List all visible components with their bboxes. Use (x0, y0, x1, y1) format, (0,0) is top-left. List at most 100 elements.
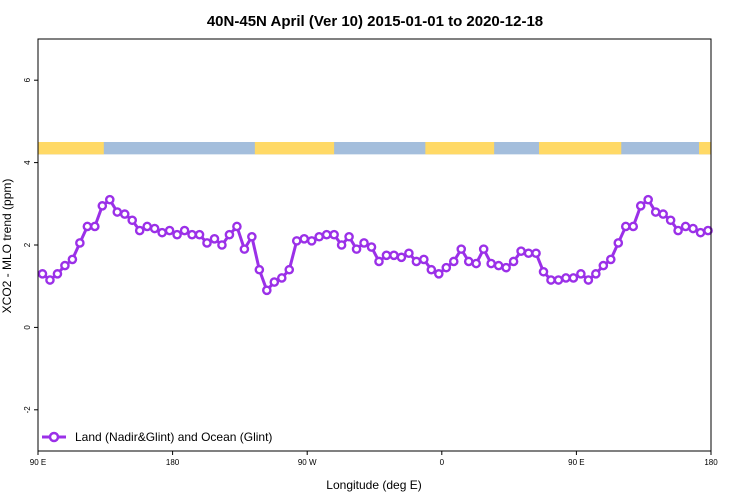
data-point (127, 215, 138, 226)
data-point (456, 244, 467, 254)
data-point (149, 223, 160, 234)
data-point (75, 238, 85, 248)
data-point (344, 231, 354, 242)
data-point (411, 256, 422, 267)
data-point (703, 225, 713, 236)
data-point (605, 254, 616, 265)
data-point (546, 275, 556, 285)
data-point (52, 269, 63, 279)
data-point (142, 221, 152, 232)
data-point (374, 256, 384, 267)
data-point (172, 229, 182, 240)
data-point (119, 209, 130, 219)
data-point (336, 240, 347, 250)
data-point (224, 229, 235, 240)
data-point (134, 225, 145, 236)
x-tick-label: 90 E (568, 458, 584, 467)
x-tick-label: 0 (440, 458, 445, 467)
chart-title: 40N-45N April (Ver 10) 2015-01-01 to 202… (207, 13, 543, 30)
data-point (695, 227, 706, 238)
y-axis-label: XCO2 - MLO trend (ppm) (0, 179, 14, 314)
y-tick-label: 6 (23, 77, 32, 82)
x-axis: 90 E 180 90 W 0 90 E 180 (30, 451, 718, 467)
data-point (37, 269, 48, 279)
data-point (284, 264, 295, 275)
data-point (553, 275, 564, 285)
data-point (531, 248, 541, 259)
data-point (426, 264, 437, 275)
data-point (194, 229, 205, 240)
land-span-2 (425, 142, 495, 155)
data-point (404, 248, 414, 259)
data-point (82, 221, 93, 232)
data-point (486, 258, 496, 269)
series-layer (37, 194, 713, 296)
data-point (351, 244, 362, 254)
data-point (239, 244, 250, 254)
land-span-4 (699, 142, 711, 155)
data-point (583, 275, 594, 285)
data-point (561, 273, 571, 283)
data-point (232, 221, 242, 232)
data-point (493, 260, 504, 271)
data-point (60, 260, 70, 271)
data-point (254, 264, 265, 275)
data-point (516, 246, 526, 256)
data-point (306, 236, 317, 246)
data-point (441, 262, 452, 273)
data-point (680, 221, 691, 232)
x-tick-label: 180 (166, 458, 180, 467)
data-point (396, 252, 407, 263)
data-point (299, 234, 310, 244)
data-point (67, 254, 78, 265)
data-point (650, 207, 661, 217)
data-point (97, 201, 108, 211)
data-point (202, 238, 212, 248)
data-point (643, 194, 653, 205)
data-point (104, 194, 115, 205)
x-tick-label: 90 W (298, 458, 317, 467)
data-point (90, 221, 100, 232)
data-point (598, 260, 609, 271)
data-point (523, 248, 534, 259)
y-tick-label: 0 (23, 325, 32, 330)
land-ocean-band (38, 142, 711, 155)
data-point (673, 225, 683, 236)
x-axis-label: Longitude (deg E) (326, 478, 421, 492)
data-point (463, 256, 474, 267)
data-point (329, 229, 339, 240)
x-tick-label: 180 (704, 458, 718, 467)
data-point (568, 273, 579, 283)
data-point (269, 277, 280, 287)
data-point (112, 207, 123, 217)
data-point (508, 256, 519, 267)
data-point (591, 269, 601, 279)
data-point (434, 269, 444, 279)
data-point (262, 285, 272, 296)
data-point (635, 201, 646, 211)
data-point (628, 221, 639, 232)
data-point (613, 238, 624, 248)
data-point (247, 231, 257, 242)
data-point (419, 254, 429, 265)
land-span-3 (539, 142, 622, 155)
data-point (217, 240, 227, 250)
data-point (389, 250, 399, 261)
data-point (381, 250, 392, 261)
data-point (471, 258, 481, 269)
y-tick-label: 4 (23, 160, 32, 165)
data-point (620, 221, 631, 232)
x-tick-label: 90 E (30, 458, 46, 467)
data-point (359, 238, 369, 248)
data-point (291, 236, 302, 246)
y-tick-label: 2 (23, 242, 32, 247)
data-point (658, 209, 668, 219)
data-point (538, 266, 549, 277)
legend-label: Land (Nadir&Glint) and Ocean (Glint) (75, 430, 272, 444)
data-point (157, 227, 167, 238)
data-point (501, 262, 511, 273)
data-point (366, 242, 377, 252)
legend: Land (Nadir&Glint) and Ocean (Glint) (42, 430, 272, 444)
data-point (179, 225, 190, 236)
data-point (45, 275, 55, 285)
